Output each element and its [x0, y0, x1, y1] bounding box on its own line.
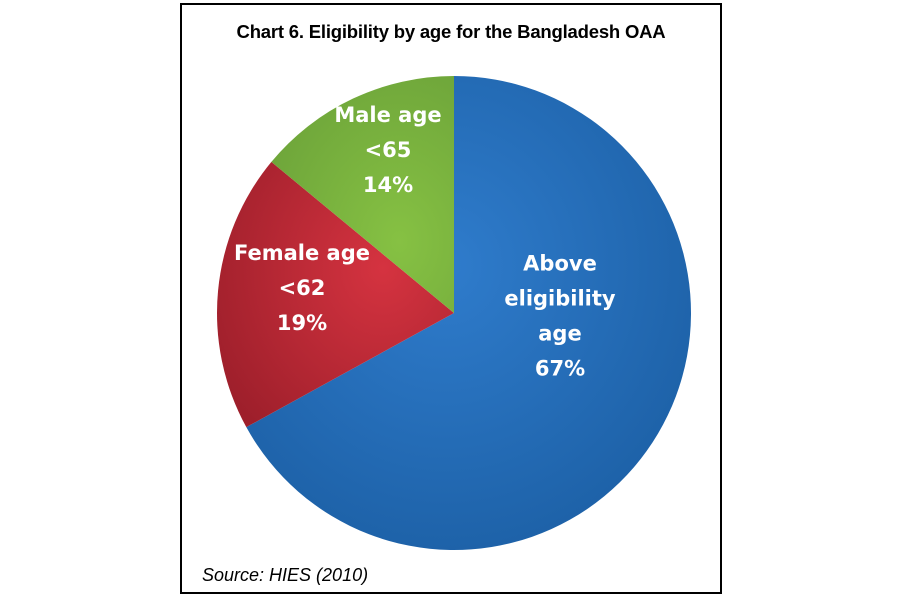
slice-category-label: <62	[279, 276, 326, 300]
slice-female-under-62	[217, 161, 454, 428]
slice-above-eligibility	[246, 76, 692, 550]
slice-category-label: Above	[523, 252, 597, 276]
slice-category-label: Male age	[334, 103, 441, 127]
chart-title: Chart 6. Eligibility by age for the Bang…	[236, 21, 666, 42]
chart-source: Source: HIES (2010)	[202, 565, 369, 585]
slice-value-label: 67%	[535, 357, 585, 381]
pie-slices	[217, 76, 692, 550]
slice-category-label: <65	[365, 138, 412, 162]
slice-category-label: Female age	[234, 241, 370, 265]
slice-category-label: age	[538, 322, 581, 346]
slice-value-label: 19%	[277, 311, 327, 335]
pie-labels: Above eligibility age 67% Female age <62 19% Ma…	[234, 103, 616, 381]
slice-value-label: 14%	[363, 173, 413, 197]
slice-male-under-65	[271, 76, 454, 313]
slice-category-label: eligibility	[504, 287, 616, 311]
